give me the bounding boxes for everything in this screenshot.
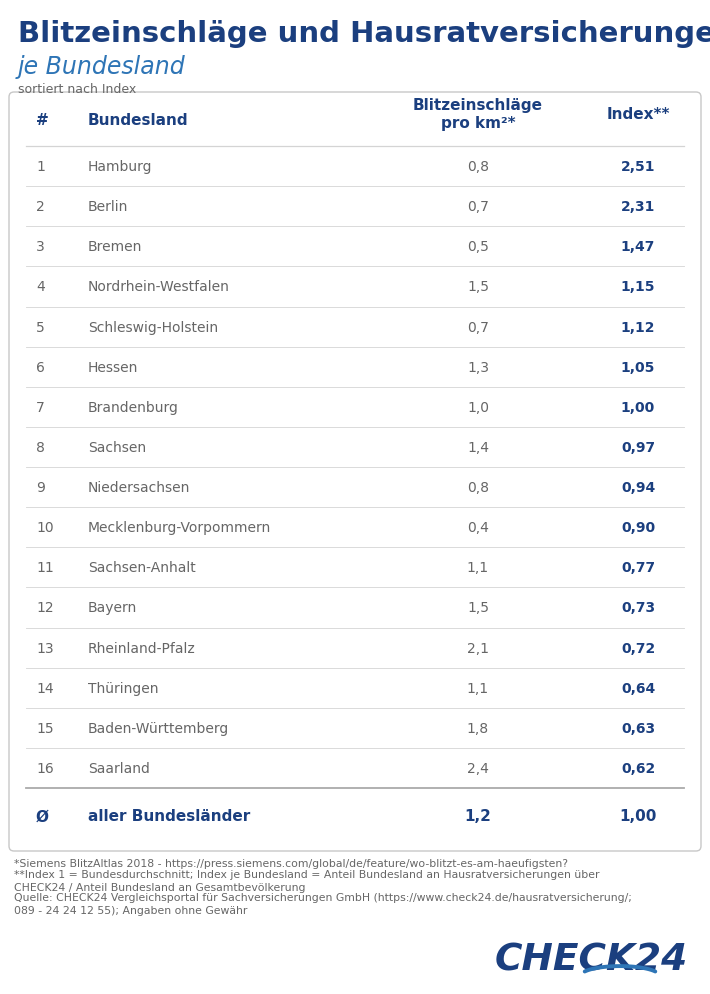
Text: 7: 7 [36,401,45,414]
Text: Berlin: Berlin [88,200,129,214]
Text: 4: 4 [36,280,45,294]
Text: 1,00: 1,00 [619,809,657,824]
Text: Thüringen: Thüringen [88,681,158,695]
Text: 0,62: 0,62 [621,761,655,775]
Text: 0,7: 0,7 [467,320,489,334]
Text: aller Bundesländer: aller Bundesländer [88,809,250,824]
Text: 13: 13 [36,641,54,655]
FancyBboxPatch shape [9,92,701,851]
Text: 1,47: 1,47 [621,241,655,254]
Text: Niedersachsen: Niedersachsen [88,480,190,495]
Text: 0,63: 0,63 [621,721,655,736]
Text: Bremen: Bremen [88,241,143,254]
Text: 1,1: 1,1 [467,681,489,695]
Text: 0,4: 0,4 [467,521,489,535]
Text: 0,97: 0,97 [621,440,655,454]
Text: *Siemens BlitzAltlas 2018 - https://press.siemens.com/global/de/feature/wo-blitz: *Siemens BlitzAltlas 2018 - https://pres… [14,858,568,868]
Text: 2: 2 [36,200,45,214]
Text: 1,5: 1,5 [467,600,489,615]
Text: 2,51: 2,51 [621,160,655,174]
Text: 16: 16 [36,761,54,775]
Text: 1,12: 1,12 [621,320,655,334]
Text: CHECK24: CHECK24 [495,942,688,978]
Text: Quelle: CHECK24 Vergleichsportal für Sachversicherungen GmbH (https://www.check2: Quelle: CHECK24 Vergleichsportal für Sac… [14,893,632,915]
Text: Bundesland: Bundesland [88,113,189,128]
Text: **Index 1 = Bundesdurchschnitt; Index je Bundesland = Anteil Bundesland an Hausr: **Index 1 = Bundesdurchschnitt; Index je… [14,869,599,893]
Text: Blitzeinschläge und Hausratversicherungen: Blitzeinschläge und Hausratversicherunge… [18,20,710,48]
Text: 1,0: 1,0 [467,401,489,414]
Text: Schleswig-Holstein: Schleswig-Holstein [88,320,218,334]
Text: 1,8: 1,8 [467,721,489,736]
Text: 1,3: 1,3 [467,360,489,375]
Text: 0,73: 0,73 [621,600,655,615]
Text: 10: 10 [36,521,54,535]
Text: Nordrhein-Westfalen: Nordrhein-Westfalen [88,280,230,294]
Text: 2,4: 2,4 [467,761,489,775]
Text: #: # [36,113,49,128]
Text: 8: 8 [36,440,45,454]
Text: 0,72: 0,72 [621,641,655,655]
Text: 0,64: 0,64 [621,681,655,695]
Text: 0,8: 0,8 [467,160,489,174]
Text: Brandenburg: Brandenburg [88,401,179,414]
Text: Index**: Index** [606,107,670,122]
Text: 0,8: 0,8 [467,480,489,495]
Text: 9: 9 [36,480,45,495]
Text: Sachsen-Anhalt: Sachsen-Anhalt [88,561,196,575]
Text: 0,5: 0,5 [467,241,489,254]
Text: 0,7: 0,7 [467,200,489,214]
Text: Hamburg: Hamburg [88,160,153,174]
Text: 14: 14 [36,681,54,695]
Text: Mecklenburg-Vorpommern: Mecklenburg-Vorpommern [88,521,271,535]
Text: Hessen: Hessen [88,360,138,375]
Text: 12: 12 [36,600,54,615]
Text: Baden-Württemberg: Baden-Württemberg [88,721,229,736]
Text: 5: 5 [36,320,45,334]
Text: 0,90: 0,90 [621,521,655,535]
Text: sortiert nach Index: sortiert nach Index [18,83,136,95]
Text: 0,77: 0,77 [621,561,655,575]
Text: 1: 1 [36,160,45,174]
Text: 0,94: 0,94 [621,480,655,495]
Text: 1,4: 1,4 [467,440,489,454]
Text: 1,5: 1,5 [467,280,489,294]
Text: Blitzeinschläge
pro km²*: Blitzeinschläge pro km²* [413,98,543,131]
Text: 1,05: 1,05 [621,360,655,375]
Text: 1,2: 1,2 [464,809,491,824]
Text: 1,00: 1,00 [621,401,655,414]
Text: 2,31: 2,31 [621,200,655,214]
Text: 11: 11 [36,561,54,575]
Text: je Bundesland: je Bundesland [18,55,186,79]
Text: 1,15: 1,15 [621,280,655,294]
Text: 1,1: 1,1 [467,561,489,575]
Text: Sachsen: Sachsen [88,440,146,454]
Text: Bayern: Bayern [88,600,137,615]
Text: 15: 15 [36,721,54,736]
Text: Rheinland-Pfalz: Rheinland-Pfalz [88,641,196,655]
Text: 3: 3 [36,241,45,254]
Text: 6: 6 [36,360,45,375]
Text: Ø: Ø [36,809,49,824]
Text: Saarland: Saarland [88,761,150,775]
Text: 2,1: 2,1 [467,641,489,655]
